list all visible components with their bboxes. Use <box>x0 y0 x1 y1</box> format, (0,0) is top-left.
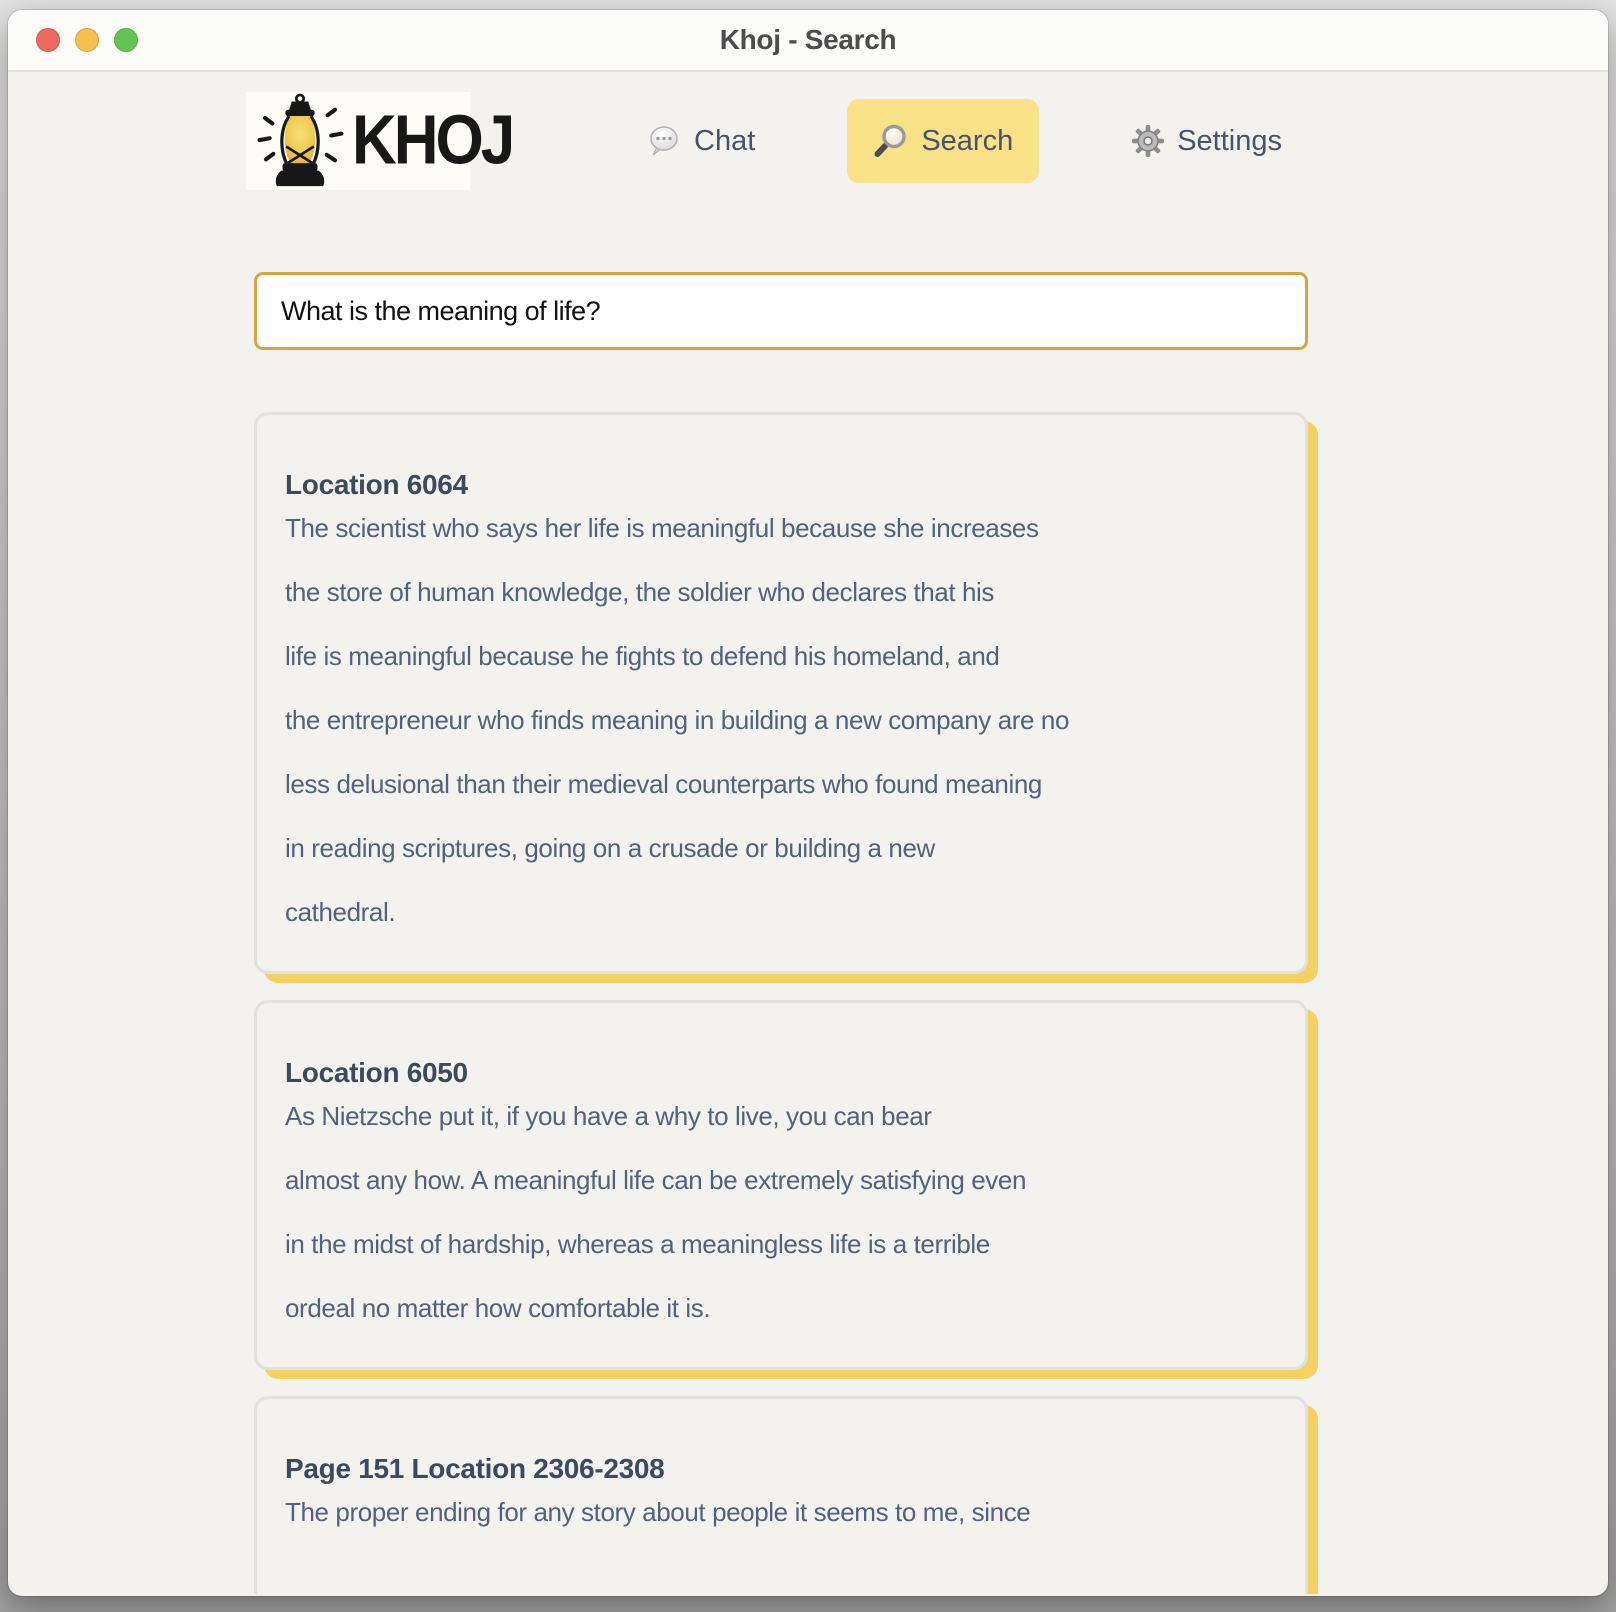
result-line: ordeal no matter how comfortable it is. <box>285 1293 711 1323</box>
close-button[interactable] <box>36 28 60 52</box>
nav-bar: Chat <box>620 99 1308 183</box>
magnifier-icon <box>873 123 909 159</box>
nav-item-chat-label: Chat <box>694 124 756 157</box>
header-row: KHOJ <box>246 92 1308 190</box>
nav-item-search[interactable]: Search <box>847 99 1040 183</box>
result-line: The scientist who says her life is meani… <box>285 513 1039 543</box>
results-list: Location 6064 The scientist who says her… <box>254 412 1308 1594</box>
gear-icon <box>1131 124 1165 158</box>
search-input[interactable] <box>254 272 1308 350</box>
result-line: life is meaningful because he fights to … <box>285 641 1000 671</box>
result-card[interactable]: Location 6064 The scientist who says her… <box>254 412 1308 974</box>
result-line: in the midst of hardship, whereas a mean… <box>285 1229 990 1259</box>
result-line: almost any how. A meaningful life can be… <box>285 1165 1027 1195</box>
app-window: Khoj - Search <box>8 10 1608 1596</box>
result-line: the store of human knowledge, the soldie… <box>285 577 995 607</box>
result-title: Location 6050 <box>285 1057 468 1088</box>
minimize-button[interactable] <box>75 28 99 52</box>
nav-item-search-label: Search <box>921 124 1014 157</box>
nav-item-settings[interactable]: Settings <box>1105 100 1308 182</box>
result-card[interactable]: Page 151 Location 2306-2308 The proper e… <box>254 1396 1308 1594</box>
result-line: cathedral. <box>285 897 396 927</box>
maximize-button[interactable] <box>114 28 138 52</box>
chat-bubble-icon <box>646 123 682 159</box>
result-title: Page 151 Location 2306-2308 <box>285 1453 665 1484</box>
result-line: The proper ending for any story about pe… <box>285 1497 1031 1527</box>
titlebar: Khoj - Search <box>8 10 1608 72</box>
window-title: Khoj - Search <box>719 24 897 55</box>
lantern-icon <box>254 93 346 189</box>
result-card[interactable]: Location 6050 As Nietzsche put it, if yo… <box>254 1000 1308 1370</box>
result-line: As Nietzsche put it, if you have a why t… <box>285 1101 932 1131</box>
khoj-logo[interactable]: KHOJ <box>246 92 515 190</box>
main-content: KHOJ <box>8 72 1608 1594</box>
result-line: the entrepreneur who finds meaning in bu… <box>285 705 1070 735</box>
khoj-wordmark: KHOJ <box>352 101 515 180</box>
search-box <box>254 272 1308 350</box>
nav-item-chat[interactable]: Chat <box>620 99 781 183</box>
traffic-lights <box>36 10 138 70</box>
result-line: less delusional than their medieval coun… <box>285 769 1042 799</box>
result-title: Location 6064 <box>285 469 468 500</box>
nav-item-settings-label: Settings <box>1177 124 1282 157</box>
result-line: in reading scriptures, going on a crusad… <box>285 833 935 863</box>
